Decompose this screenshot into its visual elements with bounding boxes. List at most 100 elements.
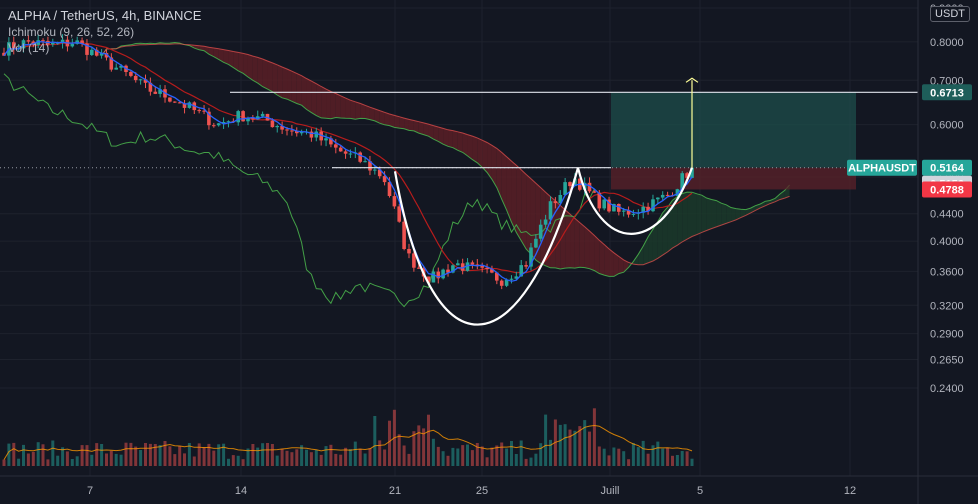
- cloud-segment: [584, 226, 590, 269]
- candle-body: [377, 169, 382, 177]
- volume-bar: [231, 455, 235, 466]
- cloud-segment: [433, 125, 439, 142]
- candle-body: [26, 40, 31, 42]
- volume-bar: [495, 445, 499, 466]
- volume-bar: [641, 440, 645, 466]
- currency-badge[interactable]: USDT: [930, 6, 970, 22]
- volume-bar: [339, 454, 343, 466]
- candle-body: [397, 206, 401, 222]
- volume-bar: [417, 425, 421, 466]
- candle-body: [236, 111, 240, 123]
- cloud-segment: [306, 78, 312, 113]
- volume-bar: [510, 441, 513, 466]
- volume-bar: [80, 445, 84, 466]
- volume-bar: [353, 441, 357, 466]
- volume-bar: [431, 438, 435, 466]
- candle-body: [597, 192, 602, 209]
- symbol-title[interactable]: ALPHA / TetherUS, 4h, BINANCE: [8, 8, 202, 23]
- volume-bar: [529, 457, 533, 466]
- volume-bar: [656, 441, 660, 466]
- candle-body: [665, 194, 670, 196]
- cloud-segment: [662, 207, 668, 256]
- volume-bar: [563, 424, 567, 466]
- volume-bar: [422, 428, 426, 466]
- candle-body: [119, 65, 123, 68]
- candle-body: [680, 173, 684, 190]
- cloud-segment: [213, 48, 219, 60]
- cloud-segment: [657, 212, 663, 259]
- volume-bar: [568, 429, 572, 466]
- cloud-segment: [243, 53, 248, 77]
- cloud-segment: [770, 198, 775, 204]
- cloud-segment: [574, 218, 580, 269]
- candle-body: [280, 126, 284, 130]
- volume-bar: [207, 443, 211, 466]
- candle-body: [373, 169, 377, 171]
- volume-bar: [671, 455, 674, 466]
- volume-bar: [397, 434, 401, 466]
- cloud-segment: [462, 133, 468, 156]
- candle-body: [514, 276, 519, 279]
- cloud-segment: [677, 193, 683, 246]
- cloud-segment: [223, 49, 229, 65]
- cloud-segment: [355, 101, 361, 120]
- volume-bar: [622, 451, 626, 466]
- candle-body: [529, 247, 533, 267]
- volume-bar: [227, 458, 230, 466]
- candle-body: [51, 42, 55, 45]
- candle-body: [621, 210, 626, 212]
- cloud-segment: [267, 60, 273, 92]
- volume-bar: [290, 452, 294, 466]
- ichimoku-legend[interactable]: Ichimoku (9, 26, 52, 26): [8, 25, 135, 39]
- volume-bar: [602, 448, 606, 466]
- y-tick-label: 0.8000: [930, 37, 964, 49]
- volume-bar: [675, 455, 679, 466]
- cloud-segment: [506, 156, 512, 223]
- volume-bar: [514, 454, 518, 466]
- volume-bar: [646, 453, 650, 466]
- volume-bar: [46, 459, 50, 466]
- candle-body: [221, 122, 226, 124]
- volume-bar: [178, 445, 182, 466]
- candle-body: [104, 52, 109, 58]
- candle-body: [299, 131, 304, 134]
- cloud-segment: [467, 134, 473, 160]
- volume-bar: [480, 446, 484, 466]
- last-price-label-bg: [922, 159, 972, 176]
- volume-bar: [153, 444, 157, 466]
- candle-body: [451, 265, 455, 273]
- cloud-segment: [589, 230, 595, 271]
- cloud-segment: [521, 169, 527, 249]
- candle-body: [99, 52, 104, 56]
- cloud-segment: [438, 126, 444, 145]
- volume-bar: [407, 453, 411, 466]
- cloud-segment: [731, 207, 736, 222]
- volume-bar: [446, 455, 450, 466]
- volume-bar: [7, 443, 11, 466]
- candle-body: [490, 269, 494, 273]
- volume-bar: [636, 447, 640, 466]
- volume-bar: [202, 447, 206, 466]
- cloud-segment: [443, 128, 449, 147]
- volume-bar: [270, 444, 274, 466]
- volume-bar: [578, 426, 582, 466]
- volume-bar: [597, 446, 601, 466]
- candle-body: [626, 210, 631, 215]
- cloud-segment: [330, 91, 336, 119]
- volume: [2, 408, 694, 466]
- cloud-segment: [262, 58, 268, 90]
- cloud-segment: [277, 64, 283, 98]
- cloud-segment: [423, 122, 429, 137]
- volume-bar: [148, 443, 152, 466]
- candle-body: [246, 118, 250, 122]
- cloud-segment: [374, 108, 380, 124]
- cloud-segment: [496, 148, 502, 200]
- candle-body: [651, 199, 655, 212]
- cloud-segment: [282, 67, 288, 100]
- candles: [2, 34, 694, 290]
- candle-body: [90, 49, 94, 55]
- volume-legend[interactable]: Vol (14): [8, 41, 50, 55]
- cloud-segment: [706, 198, 712, 231]
- cup-curve: [393, 167, 580, 326]
